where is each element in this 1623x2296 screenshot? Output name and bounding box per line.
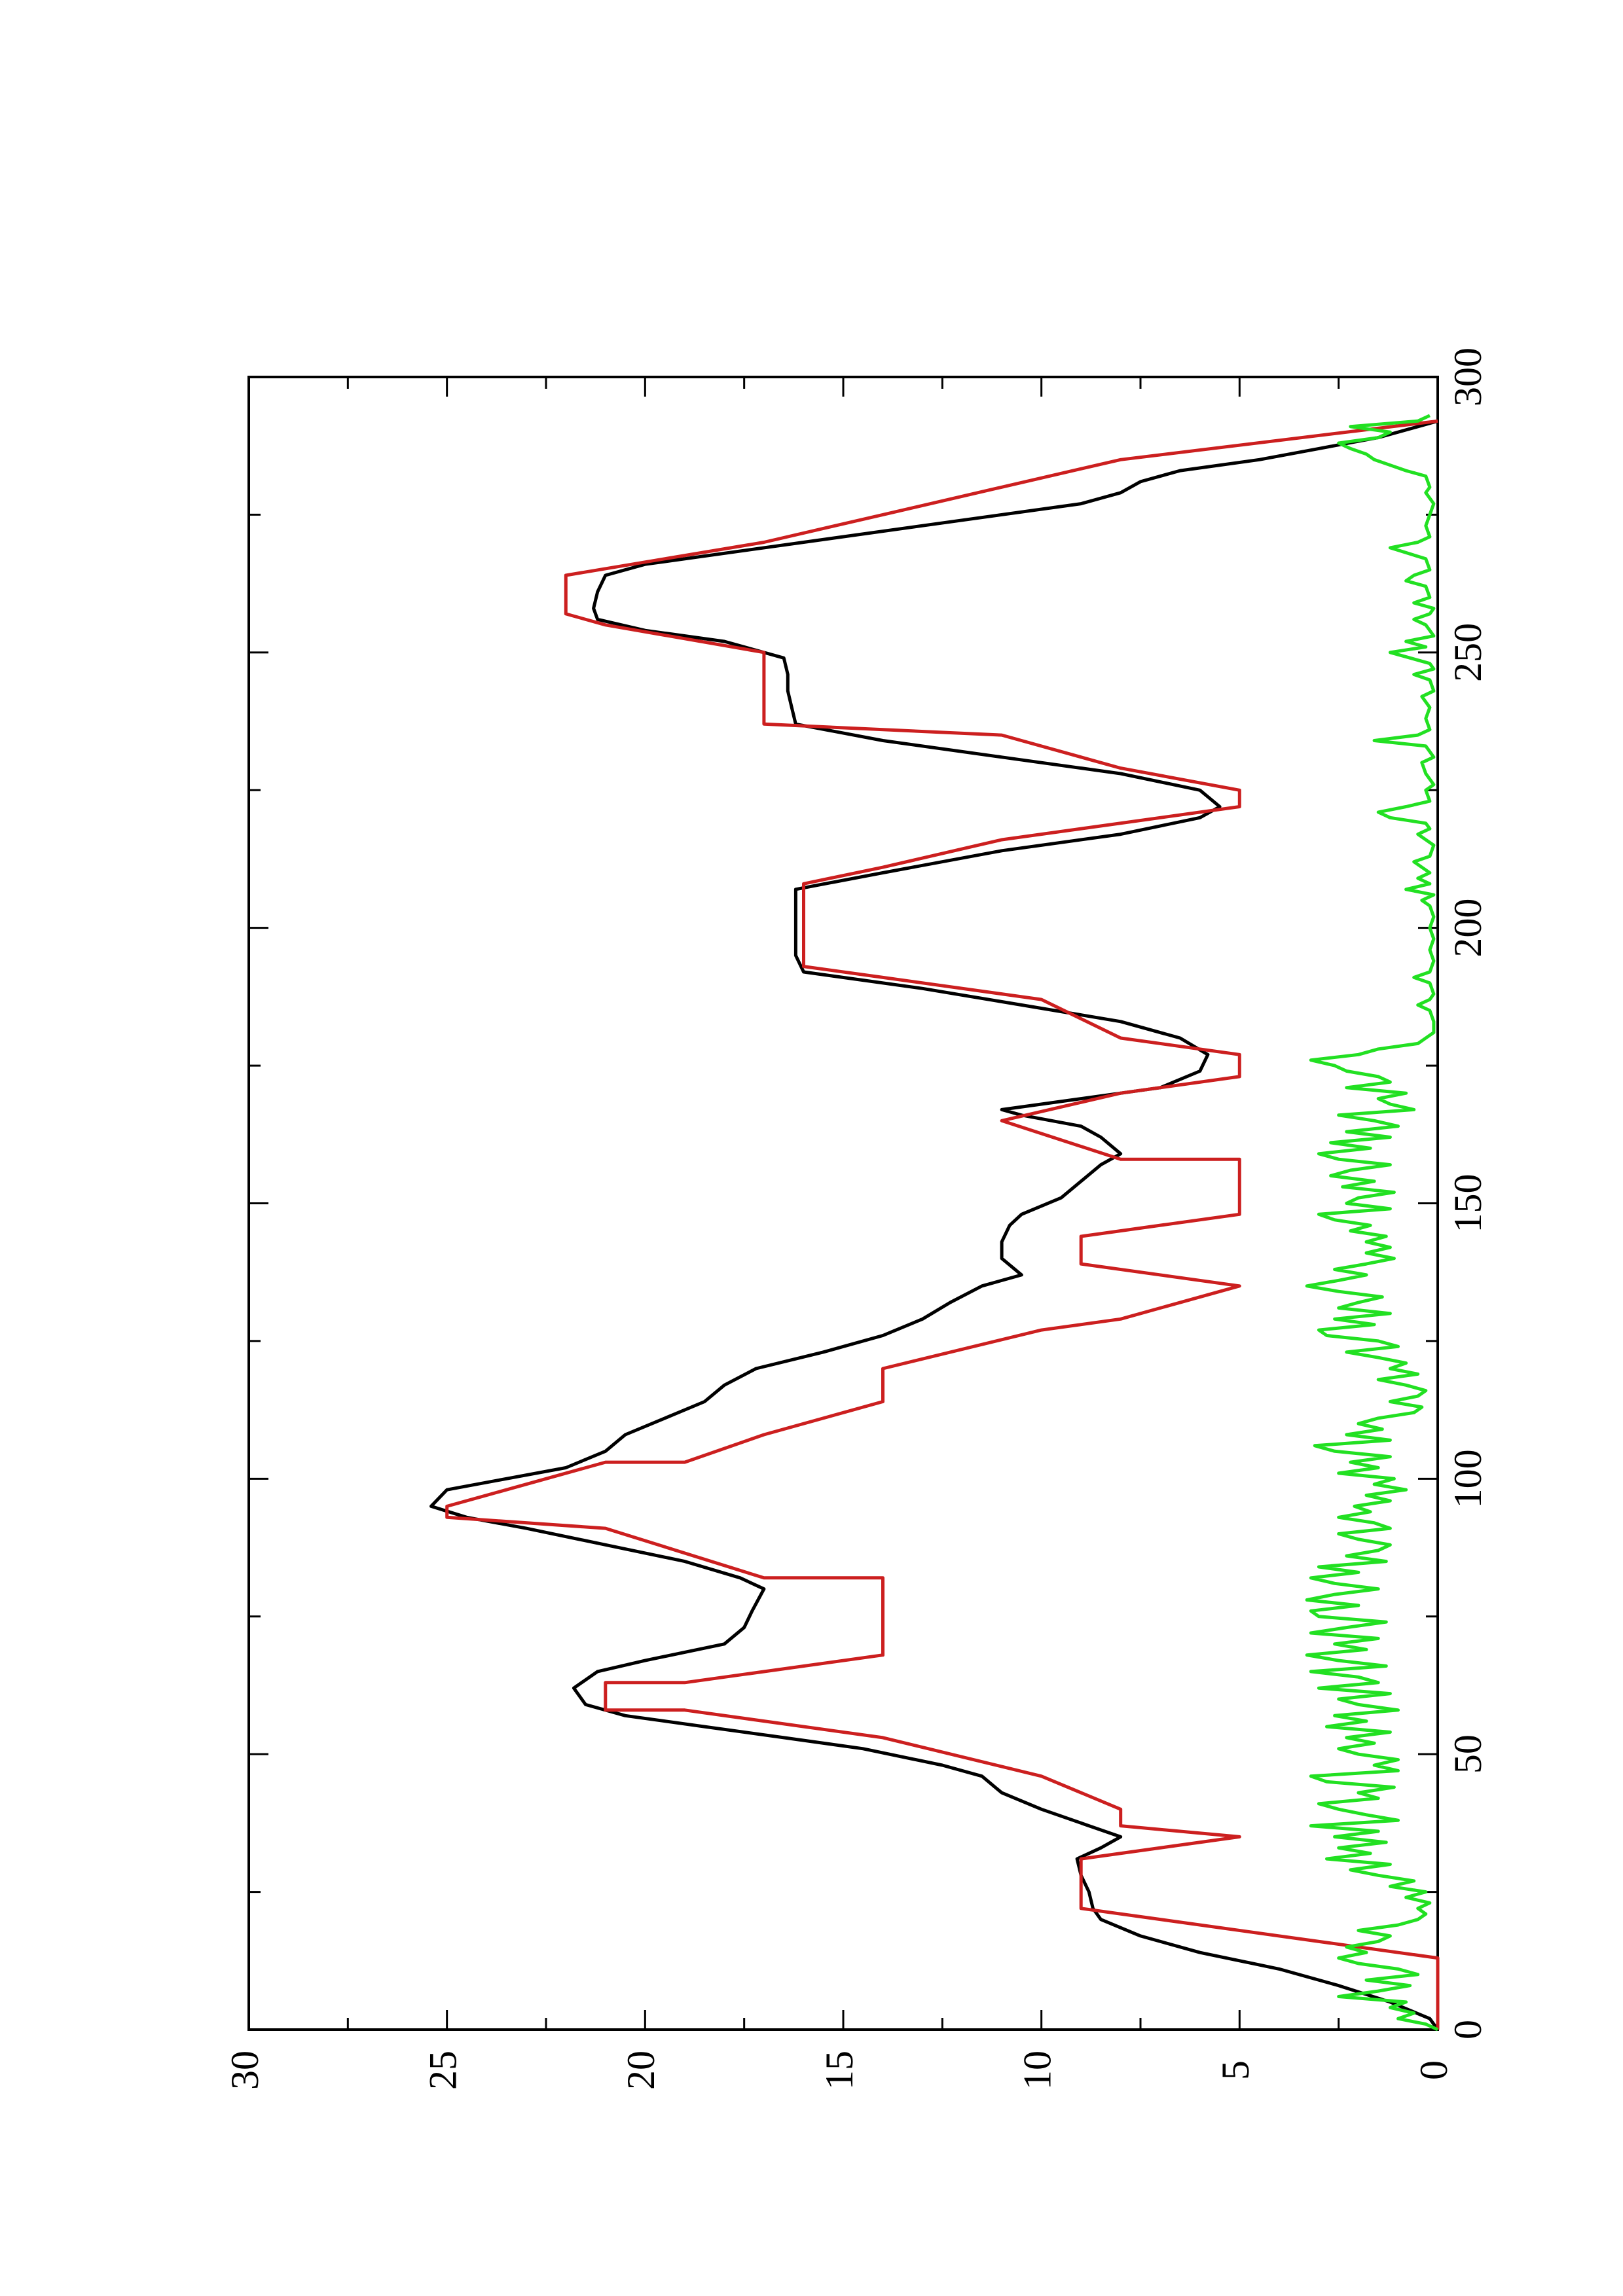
- x-tick-label: 250: [1446, 623, 1489, 682]
- series-lines: [429, 414, 1440, 2032]
- x-tick-label: 0: [1446, 2020, 1489, 2039]
- x-tick-label: 50: [1446, 1734, 1489, 1774]
- y-tick-label: 0: [1412, 2060, 1455, 2080]
- x-tick-label: 200: [1446, 899, 1489, 958]
- axis-ticks: 0 50 100 150 200 250 300 0 5 10 15 20 25 30: [223, 348, 1489, 2090]
- series-line-2: [445, 419, 1440, 2030]
- series-line-1: [429, 419, 1440, 2031]
- x-tick-label: 100: [1446, 1449, 1489, 1508]
- x-tick-label: 150: [1446, 1174, 1489, 1233]
- series-line-3: [1305, 414, 1439, 2032]
- plot-frame: [247, 376, 1439, 2031]
- y-tick-label: 30: [223, 2051, 266, 2090]
- y-tick-label: 20: [619, 2051, 663, 2090]
- y-tick-label: 5: [1214, 2060, 1257, 2080]
- y-tick-label: 10: [1015, 2051, 1059, 2090]
- y-tick-label: 15: [818, 2051, 861, 2090]
- x-tick-label: 300: [1446, 348, 1489, 406]
- y-tick-label: 25: [421, 2051, 464, 2090]
